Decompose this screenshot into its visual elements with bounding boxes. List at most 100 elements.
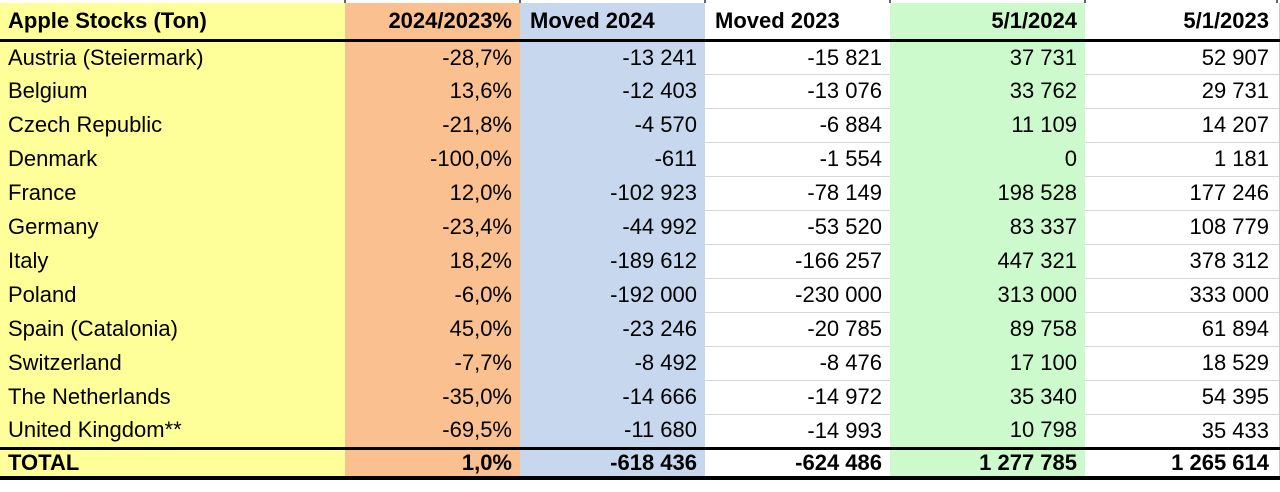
table-row: Czech Republic -21,8% -4 570 -6 884 11 109 14… (0, 108, 1280, 143)
header-cell-stock-2024[interactable]: 5/1/2024 (890, 3, 1085, 42)
table-row: France 12,0% -102 923 -78 149 198 528 177 246 (0, 176, 1280, 211)
table-row: Spain (Catalonia) 45,0% -23 246 -20 785 89 7… (0, 312, 1280, 347)
table-cell[interactable]: -13 076 (705, 74, 890, 109)
table-cell[interactable]: 0 (890, 142, 1085, 176)
table-cell[interactable]: 177 246 (1085, 176, 1280, 211)
table-cell[interactable]: -14 972 (705, 380, 890, 415)
header-cell-pct-change[interactable]: 2024/2023% (345, 3, 520, 42)
table-cell[interactable]: -189 612 (520, 244, 705, 278)
table-cell[interactable]: -8 492 (520, 346, 705, 380)
table-cell[interactable]: 14 207 (1085, 108, 1280, 143)
table-cell[interactable]: -14 666 (520, 380, 705, 414)
total-moved-2023-cell[interactable]: -624 486 (705, 446, 890, 480)
table-cell[interactable]: -7,7% (345, 346, 520, 380)
table-cell[interactable]: Czech Republic (0, 108, 345, 142)
table-cell[interactable]: 313 000 (890, 278, 1085, 312)
table-cell[interactable]: Poland (0, 278, 345, 312)
top-edge-strip (0, 0, 1280, 3)
total-stock-2024-cell[interactable]: 1 277 785 (890, 446, 1085, 480)
total-row: TOTAL 1,0% -618 436 -624 486 1 277 785 1… (0, 446, 1280, 480)
total-label-cell[interactable]: TOTAL (0, 446, 345, 480)
table-cell[interactable]: 45,0% (345, 312, 520, 346)
table-cell[interactable]: -69,5% (345, 414, 520, 448)
table-cell[interactable]: -8 476 (705, 346, 890, 381)
table-cell[interactable]: -44 992 (520, 210, 705, 244)
table-row: Italy 18,2% -189 612 -166 257 447 321 378 312 (0, 244, 1280, 279)
apple-stocks-table: Apple Stocks (Ton) 2024/2023% Moved 2024… (0, 3, 1280, 480)
table-row: United Kingdom** -69,5% -11 680 -14 993 10 7… (0, 414, 1280, 448)
table-row: Austria (Steiermark) -28,7% -13 241 -15 821… (0, 40, 1280, 75)
table-cell[interactable]: 198 528 (890, 176, 1085, 210)
table-cell[interactable]: Denmark (0, 142, 345, 176)
table-cell[interactable]: 35 433 (1085, 414, 1280, 448)
table-cell[interactable]: 54 395 (1085, 380, 1280, 415)
table-cell[interactable]: -4 570 (520, 108, 705, 142)
table-cell[interactable]: 108 779 (1085, 210, 1280, 245)
header-cell-moved-2023[interactable]: Moved 2023 (705, 3, 890, 42)
table-cell[interactable]: 37 731 (890, 40, 1085, 74)
table-cell[interactable]: Austria (Steiermark) (0, 40, 345, 74)
table-cell[interactable]: -6,0% (345, 278, 520, 312)
table-cell[interactable]: -166 257 (705, 244, 890, 279)
table-cell[interactable]: -53 520 (705, 210, 890, 245)
table-cell[interactable]: 378 312 (1085, 244, 1280, 279)
table-cell[interactable]: -611 (520, 142, 705, 176)
table-cell[interactable]: Spain (Catalonia) (0, 312, 345, 346)
total-stock-2023-cell[interactable]: 1 265 614 (1085, 446, 1280, 480)
table-cell[interactable]: Switzerland (0, 346, 345, 380)
table-cell[interactable]: -230 000 (705, 278, 890, 313)
table-cell[interactable]: -11 680 (520, 414, 705, 448)
table-cell[interactable]: -23 246 (520, 312, 705, 346)
table-cell[interactable]: -13 241 (520, 40, 705, 74)
table-cell[interactable]: 83 337 (890, 210, 1085, 244)
table-cell[interactable]: 89 758 (890, 312, 1085, 346)
table-cell[interactable]: 33 762 (890, 74, 1085, 108)
table-cell[interactable]: 29 731 (1085, 74, 1280, 109)
table-cell[interactable]: -15 821 (705, 40, 890, 75)
header-cell-country[interactable]: Apple Stocks (Ton) (0, 3, 345, 42)
table-row: Germany -23,4% -44 992 -53 520 83 337 108 779 (0, 210, 1280, 245)
table-cell[interactable]: 18,2% (345, 244, 520, 278)
table-cell[interactable]: -28,7% (345, 40, 520, 74)
table-cell[interactable]: The Netherlands (0, 380, 345, 414)
table-cell[interactable]: -102 923 (520, 176, 705, 210)
table-cell[interactable]: -20 785 (705, 312, 890, 347)
header-row: Apple Stocks (Ton) 2024/2023% Moved 2024… (0, 3, 1280, 42)
header-cell-stock-2023[interactable]: 5/1/2023 (1085, 3, 1280, 42)
table-cell[interactable]: -23,4% (345, 210, 520, 244)
bottom-edge-strip (0, 480, 1280, 483)
table-cell[interactable]: Italy (0, 244, 345, 278)
table-cell[interactable]: 11 109 (890, 108, 1085, 142)
table-cell[interactable]: United Kingdom** (0, 414, 345, 448)
table-cell[interactable]: 12,0% (345, 176, 520, 210)
total-moved-2024-cell[interactable]: -618 436 (520, 446, 705, 480)
table-cell[interactable]: -35,0% (345, 380, 520, 414)
header-cell-moved-2024[interactable]: Moved 2024 (520, 3, 705, 42)
table-row: Poland -6,0% -192 000 -230 000 313 000 333 00… (0, 278, 1280, 313)
table-cell[interactable]: -14 993 (705, 414, 890, 448)
table-cell[interactable]: 17 100 (890, 346, 1085, 380)
total-pct-cell[interactable]: 1,0% (345, 446, 520, 480)
table-cell[interactable]: 1 181 (1085, 142, 1280, 177)
table-cell[interactable]: -100,0% (345, 142, 520, 176)
table-row: Switzerland -7,7% -8 492 -8 476 17 100 18 529 (0, 346, 1280, 381)
table-cell[interactable]: 447 321 (890, 244, 1085, 278)
table-cell[interactable]: 333 000 (1085, 278, 1280, 313)
table-cell[interactable]: 61 894 (1085, 312, 1280, 347)
table-cell[interactable]: -1 554 (705, 142, 890, 177)
table-cell[interactable]: 18 529 (1085, 346, 1280, 381)
table-row: Belgium 13,6% -12 403 -13 076 33 762 29 731 (0, 74, 1280, 109)
table-cell[interactable]: -192 000 (520, 278, 705, 312)
table-cell[interactable]: -21,8% (345, 108, 520, 142)
table-cell[interactable]: 35 340 (890, 380, 1085, 414)
table-cell[interactable]: -6 884 (705, 108, 890, 143)
table-cell[interactable]: -12 403 (520, 74, 705, 108)
table-cell[interactable]: -78 149 (705, 176, 890, 211)
table-cell[interactable]: 13,6% (345, 74, 520, 108)
table-cell[interactable]: France (0, 176, 345, 210)
table-cell[interactable]: Belgium (0, 74, 345, 108)
table-cell[interactable]: 52 907 (1085, 40, 1280, 75)
table-cell[interactable]: Germany (0, 210, 345, 244)
table-cell[interactable]: 10 798 (890, 414, 1085, 448)
